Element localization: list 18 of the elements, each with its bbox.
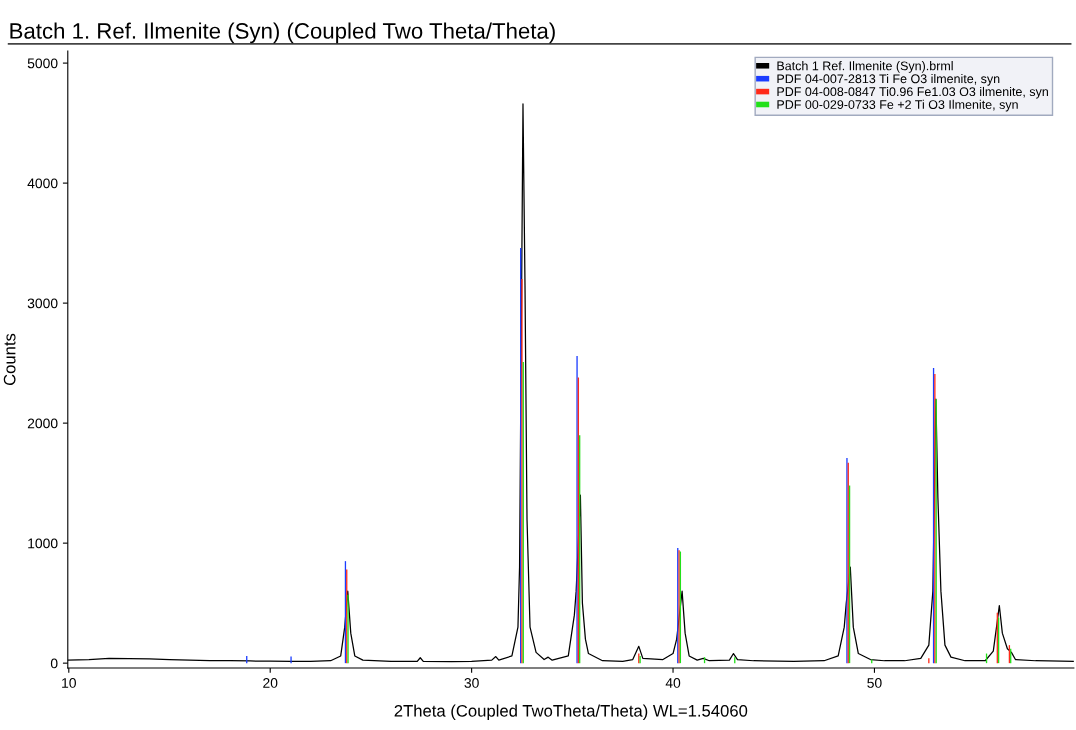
chart-title: Batch 1. Ref. Ilmenite (Syn) (Coupled Two Theta/Theta) xyxy=(10,22,555,44)
y-tick-label: 5000 xyxy=(27,58,58,69)
y-tick-label: 0 xyxy=(50,658,58,669)
y-tick-label: 1000 xyxy=(28,538,58,549)
x-tick-label: 30 xyxy=(464,678,479,688)
x-tick-label: 50 xyxy=(867,678,882,688)
y-axis-title: Counts xyxy=(3,333,16,386)
x-tick-label: 10 xyxy=(62,678,76,688)
y-tick-label: 3000 xyxy=(27,298,58,309)
x-axis-title: 2Theta (Coupled TwoTheta/Theta) WL=1.54060 xyxy=(394,704,748,721)
x-tick-label: 20 xyxy=(263,678,278,688)
x-tick-label: 40 xyxy=(665,678,681,688)
legend-label: Batch 1 Ref. Ilmenite (Syn).brml xyxy=(777,61,953,73)
legend-label: PDF 04-007-2813 Ti Fe O3 ilmenite, syn xyxy=(777,74,1000,86)
legend-label: PDF 04-008-0847 Ti0.96 Fe1.03 O3 ilmenite, syn xyxy=(777,86,1048,99)
y-tick-label: 4000 xyxy=(27,178,58,189)
legend-label: PDF 00-029-0733 Fe +2 Ti O3 Ilmenite, syn xyxy=(777,99,1018,112)
y-tick-label: 2000 xyxy=(27,418,58,429)
